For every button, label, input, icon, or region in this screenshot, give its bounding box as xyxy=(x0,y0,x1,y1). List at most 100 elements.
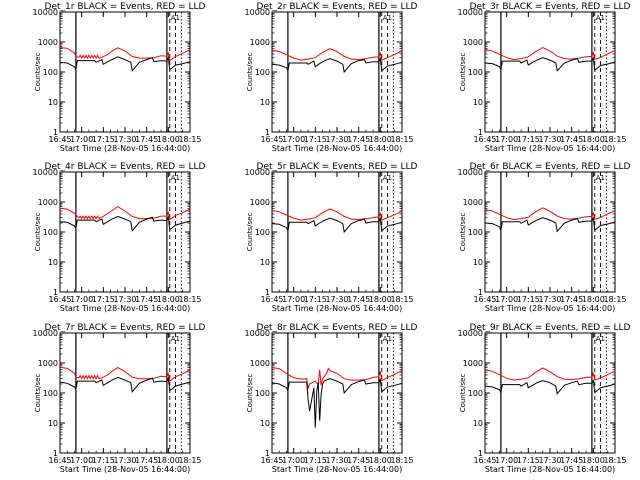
x-tick-label: 17:45 xyxy=(560,295,583,304)
x-tick-label: 17:30 xyxy=(325,456,348,465)
chart-panel-6: Det_6r BLACK = Events, RED = LLD 1 10 100 10… xyxy=(458,162,631,313)
x-tick-label: 17:45 xyxy=(347,456,370,465)
x-tick-label: 18:15 xyxy=(390,295,413,304)
x-axis-label: Start Time (28-Nov-05 16:44:00) xyxy=(60,144,190,153)
x-tick-label: 16:45 xyxy=(260,456,283,465)
y-tick-label: 1 xyxy=(53,449,58,458)
x-tick-label: 17:15 xyxy=(304,295,327,304)
x-tick-label: 17:45 xyxy=(560,456,583,465)
x-tick-label: 18:00 xyxy=(157,456,180,465)
x-axis-label: Start Time (28-Nov-05 16:44:00) xyxy=(485,304,615,313)
x-tick-label: 17:00 xyxy=(70,456,93,465)
series-line-lld xyxy=(59,47,191,62)
chart-panel-5: Det_5r BLACK = Events, RED = LLD 1 10 100 10… xyxy=(245,162,418,313)
y-tick-label: 10 xyxy=(48,419,58,428)
plot-frame xyxy=(484,11,616,133)
x-tick-label: 16:45 xyxy=(260,295,283,304)
x-tick-label: 17:30 xyxy=(113,456,136,465)
series-line-lld xyxy=(59,366,191,382)
x-tick-label: 16:45 xyxy=(473,456,496,465)
chart-panel-3: Det_3r BLACK = Events, RED = LLD 1 10 100 10… xyxy=(458,2,631,153)
y-tick-label: 1 xyxy=(53,288,58,297)
y-tick-label: 100 xyxy=(255,68,270,77)
x-tick-label: 17:00 xyxy=(282,135,305,144)
y-tick-label: 1 xyxy=(53,128,58,137)
plot-frame xyxy=(484,332,616,454)
x-tick-label: 17:30 xyxy=(325,135,348,144)
series-line-lld xyxy=(484,207,616,221)
x-tick-label: 16:45 xyxy=(473,135,496,144)
y-tick-label: 1000 xyxy=(250,359,270,368)
x-tick-label: 18:15 xyxy=(603,135,626,144)
y-tick-label: 10000 xyxy=(458,329,483,338)
x-tick-label: 17:30 xyxy=(113,295,136,304)
y-tick-label: 100 xyxy=(255,389,270,398)
y-axis-label: Counts/sec xyxy=(34,53,42,92)
x-tick-label: 17:15 xyxy=(517,135,540,144)
chart-panel-8: Det_8r BLACK = Events, RED = LLD 1 10 100 10… xyxy=(245,323,418,474)
x-tick-label: 16:45 xyxy=(48,135,71,144)
series-line-lld xyxy=(59,206,191,221)
y-tick-label: 1 xyxy=(265,288,270,297)
chart-title: Det_4r BLACK = Events, RED = LLD xyxy=(45,162,206,172)
x-tick-label: 17:00 xyxy=(282,456,305,465)
series-line-events xyxy=(484,56,616,72)
y-tick-label: 1000 xyxy=(250,38,270,47)
x-tick-label: 17:45 xyxy=(135,456,158,465)
plot-frame xyxy=(271,11,403,133)
time-marker-label: A1 xyxy=(171,335,180,343)
chart-panel-2: Det_2r BLACK = Events, RED = LLD 1 10 100 10… xyxy=(245,2,418,153)
x-tick-label: 17:15 xyxy=(92,456,115,465)
y-tick-label: 1000 xyxy=(463,198,483,207)
x-tick-label: 17:00 xyxy=(282,295,305,304)
x-axis-label: Start Time (28-Nov-05 16:44:00) xyxy=(272,465,402,474)
chart-panel-1: Det_1r BLACK = Events, RED = LLD 1 10 100 10… xyxy=(33,2,206,153)
y-tick-label: 10 xyxy=(48,258,58,267)
x-tick-label: 17:45 xyxy=(560,135,583,144)
series-line-events xyxy=(271,56,403,74)
y-tick-label: 10000 xyxy=(458,168,483,177)
time-marker-label: A1 xyxy=(596,335,605,343)
series-line-events xyxy=(271,216,403,234)
y-tick-label: 1 xyxy=(478,128,483,137)
y-axis-label: Counts/sec xyxy=(459,53,467,92)
series-line-lld xyxy=(484,367,616,381)
chart-title: Det_3r BLACK = Events, RED = LLD xyxy=(470,2,631,12)
x-axis-label: Start Time (28-Nov-05 16:44:00) xyxy=(485,465,615,474)
x-axis-label: Start Time (28-Nov-05 16:44:00) xyxy=(272,304,402,313)
x-tick-label: 18:00 xyxy=(369,295,392,304)
panel-grid: Det_1r BLACK = Events, RED = LLD 1 10 100 10… xyxy=(33,2,631,474)
x-tick-label: 16:45 xyxy=(260,135,283,144)
time-marker-label: A1 xyxy=(383,174,392,182)
y-tick-label: 100 xyxy=(43,228,58,237)
x-tick-label: 17:00 xyxy=(70,295,93,304)
x-tick-label: 17:00 xyxy=(495,456,518,465)
time-marker-label: A1 xyxy=(171,174,180,182)
y-tick-label: 100 xyxy=(43,68,58,77)
x-tick-label: 17:45 xyxy=(135,135,158,144)
y-tick-label: 1000 xyxy=(38,198,58,207)
series-line-lld xyxy=(271,367,403,389)
y-tick-label: 1000 xyxy=(38,359,58,368)
y-tick-label: 1000 xyxy=(463,38,483,47)
plot-frame xyxy=(484,171,616,293)
y-tick-label: 1 xyxy=(478,449,483,458)
x-tick-label: 17:00 xyxy=(495,135,518,144)
y-axis-label: Counts/sec xyxy=(246,374,254,413)
series-line-lld xyxy=(271,208,403,221)
time-marker-label: A1 xyxy=(383,14,392,22)
plot-frame xyxy=(59,11,191,133)
y-tick-label: 1000 xyxy=(38,38,58,47)
y-tick-label: 100 xyxy=(468,68,483,77)
x-tick-label: 18:15 xyxy=(178,135,201,144)
series-line-events xyxy=(271,377,403,428)
x-tick-label: 18:00 xyxy=(157,135,180,144)
chart-title: Det_8r BLACK = Events, RED = LLD xyxy=(257,323,418,333)
x-tick-label: 18:00 xyxy=(582,456,605,465)
y-tick-label: 10000 xyxy=(33,168,58,177)
y-tick-label: 10000 xyxy=(458,8,483,17)
y-tick-label: 10 xyxy=(260,419,270,428)
x-tick-label: 18:15 xyxy=(390,135,413,144)
y-tick-label: 10000 xyxy=(245,8,270,17)
x-tick-label: 17:45 xyxy=(347,135,370,144)
